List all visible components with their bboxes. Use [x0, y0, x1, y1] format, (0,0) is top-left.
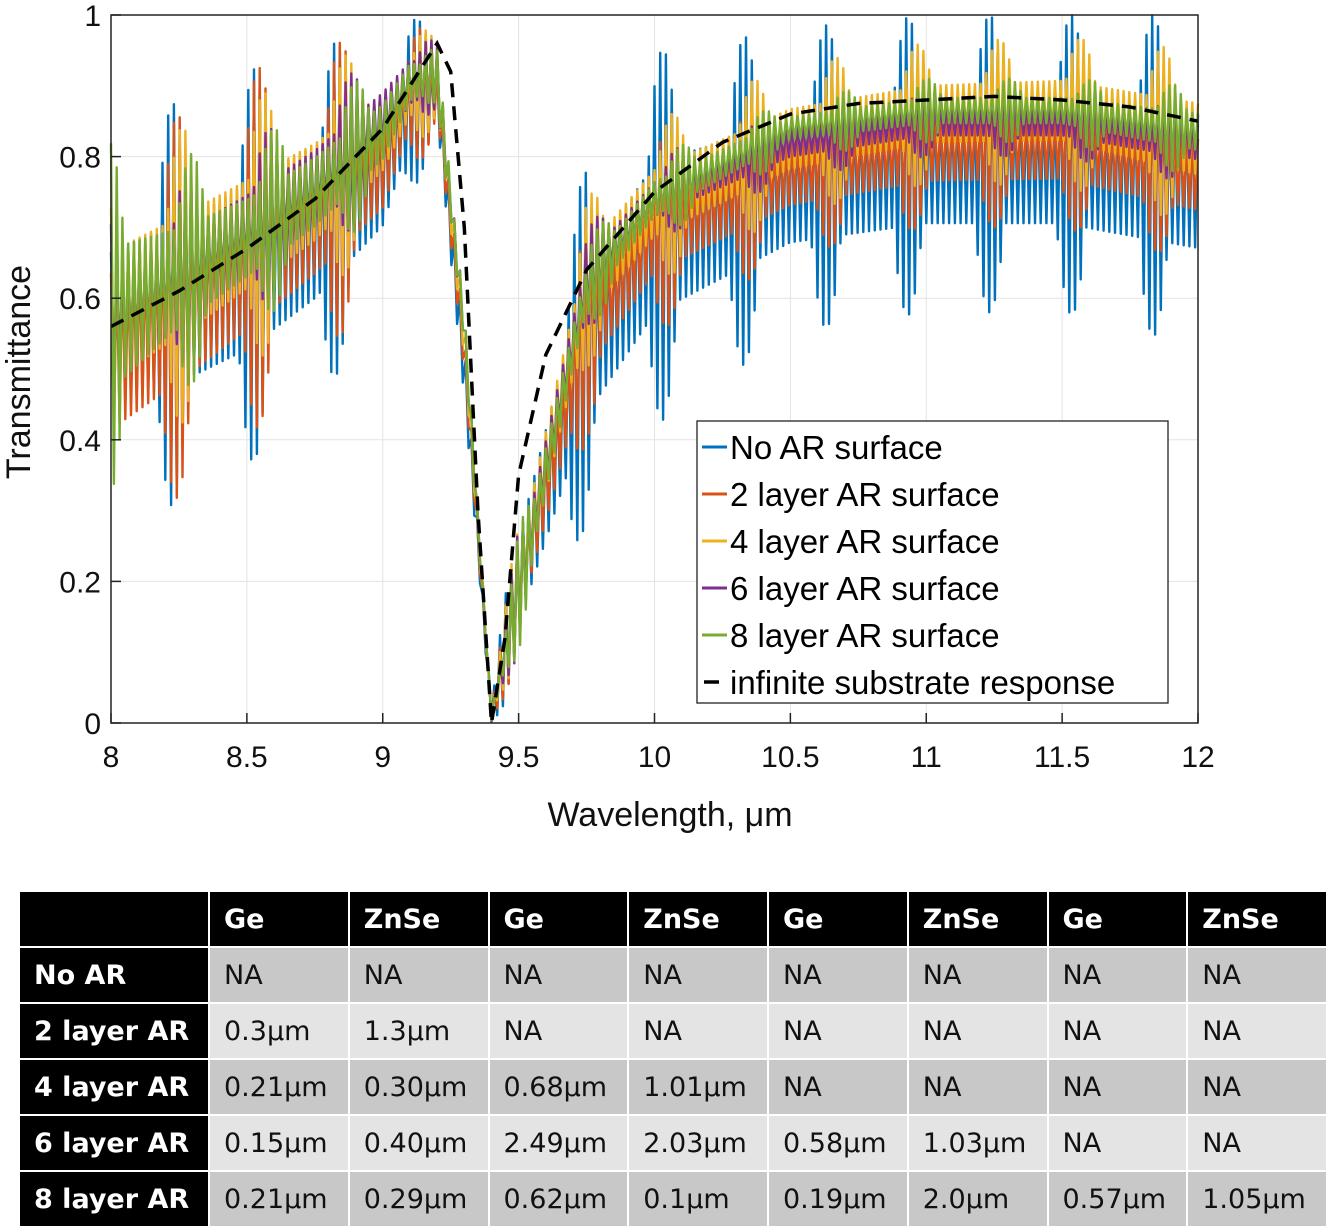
table-header-cell: ZnSe	[347, 890, 490, 948]
x-tick-label: 11	[911, 741, 942, 774]
table-cell: 0.19μm	[767, 1170, 909, 1228]
table-row-label: 4 layer AR	[18, 1058, 210, 1116]
table-cell: NA	[767, 1002, 909, 1060]
table-row: 4 layer AR 0.21μm 0.30μm 0.68μm 1.01μm NA NA NA…	[18, 1058, 1328, 1116]
table-row: 6 layer AR 0.15μm 0.40μm 2.49μm 2.03μm 0.58μm…	[18, 1114, 1328, 1172]
table-cell: NA	[627, 1002, 769, 1060]
table-row: No AR NA NA NA NA NA NA NA NA	[18, 946, 1328, 1004]
table-header-row: Ge ZnSe Ge ZnSe Ge ZnSe Ge ZnSe	[18, 890, 1328, 948]
table-row-label: 2 layer AR	[18, 1002, 210, 1060]
legend-label-4-layer: 4 layer AR surface	[730, 523, 1000, 560]
table-cell: 0.58μm	[767, 1114, 909, 1172]
y-tick-label: 1	[84, 0, 101, 33]
legend-label-no-ar: No AR surface	[730, 429, 943, 466]
table-cell: NA	[767, 1058, 909, 1116]
table-cell: NA	[1186, 1002, 1328, 1060]
table-cell: 0.1μm	[627, 1170, 769, 1228]
table-header-cell: ZnSe	[627, 890, 769, 948]
series-layer	[109, 14, 1200, 724]
table-header-cell: Ge	[1046, 890, 1189, 948]
transmittance-chart: 8 8.5 9 9.5 10 10.5 11 11.5 12 0 0.2 0.4 0.6 0.8 1 Wa…	[0, 0, 1215, 834]
legend-label-8-layer: 8 layer AR surface	[730, 617, 1000, 654]
y-tick-label: 0	[84, 708, 101, 741]
y-tick-label: 0.6	[59, 283, 101, 316]
table-row-label: No AR	[18, 946, 210, 1004]
table-cell: 0.3μm	[208, 1002, 350, 1060]
x-tick-label: 10	[638, 741, 671, 774]
y-axis-ticks: 0 0.2 0.4 0.6 0.8 1	[59, 0, 121, 741]
table-cell: 0.30μm	[347, 1058, 490, 1116]
table-cell: NA	[347, 946, 490, 1004]
y-tick-label: 0.2	[59, 566, 101, 599]
table-cell: NA	[767, 946, 909, 1004]
table-row: 8 layer AR 0.21μm 0.29μm 0.62μm 0.1μm 0.19μm 2…	[18, 1170, 1328, 1228]
y-tick-label: 0.8	[59, 142, 101, 175]
table-cell: 0.62μm	[487, 1170, 630, 1228]
table-cell: NA	[1046, 1002, 1189, 1060]
table-cell: 2.0μm	[906, 1170, 1049, 1228]
table-cell: NA	[208, 946, 350, 1004]
x-tick-label: 10.5	[761, 741, 819, 774]
x-tick-label: 8	[103, 741, 120, 774]
table-cell: NA	[1046, 946, 1189, 1004]
table-row-label: 8 layer AR	[18, 1170, 210, 1228]
table-cell: 1.01μm	[627, 1058, 769, 1116]
table-cell: 0.29μm	[347, 1170, 490, 1228]
legend-label-6-layer: 6 layer AR surface	[730, 570, 1000, 607]
table-cell: 2.03μm	[627, 1114, 769, 1172]
legend-label-infinite-substrate: infinite substrate response	[730, 664, 1115, 701]
y-axis-title: Transmittance	[0, 265, 38, 479]
table-cell: 0.21μm	[208, 1058, 350, 1116]
series-line-infinite-substrate	[110, 39, 1199, 724]
table-cell: 1.05μm	[1186, 1170, 1328, 1228]
table-cell: NA	[1046, 1058, 1189, 1116]
legend: No AR surface 2 layer AR surface 4 layer A…	[696, 420, 1169, 704]
table-cell: NA	[1046, 1114, 1189, 1172]
table-cell: 1.03μm	[906, 1114, 1049, 1172]
table-cell: 1.3μm	[347, 1002, 490, 1060]
table-cell: NA	[1186, 1114, 1328, 1172]
y-tick-label: 0.4	[59, 425, 101, 458]
series-line-8-layer	[109, 48, 1200, 720]
ar-layer-table: Ge ZnSe Ge ZnSe Ge ZnSe Ge ZnSe No AR NA NA NA NA NA…	[18, 890, 1328, 1228]
x-tick-label: 11.5	[1034, 741, 1090, 774]
table-row-label: 6 layer AR	[18, 1114, 210, 1172]
legend-box	[696, 420, 1169, 704]
x-tick-label: 9.5	[498, 741, 540, 774]
table-cell: 0.15μm	[208, 1114, 350, 1172]
table-cell: NA	[627, 946, 769, 1004]
x-axis-ticks: 8 8.5 9 9.5 10 10.5 11 11.5 12	[103, 713, 1215, 774]
table-cell: NA	[906, 946, 1049, 1004]
table-cell: NA	[906, 1058, 1049, 1116]
table-cell: 0.40μm	[347, 1114, 490, 1172]
table-cell: 2.49μm	[487, 1114, 630, 1172]
legend-label-2-layer: 2 layer AR surface	[730, 476, 1000, 513]
table-cell: 0.57μm	[1046, 1170, 1189, 1228]
x-tick-label: 12	[1181, 741, 1214, 774]
table-cell: NA	[487, 1002, 630, 1060]
table-cell: 0.68μm	[487, 1058, 630, 1116]
table-header-cell: ZnSe	[906, 890, 1049, 948]
table-header-cell: Ge	[487, 890, 630, 948]
table-cell: NA	[906, 1002, 1049, 1060]
table-cell: NA	[487, 946, 630, 1004]
table-row: 2 layer AR 0.3μm 1.3μm NA NA NA NA NA NA	[18, 1002, 1328, 1060]
x-tick-label: 9	[374, 741, 391, 774]
table-corner-cell	[18, 890, 210, 948]
table-header-cell: ZnSe	[1186, 890, 1328, 948]
table-cell: NA	[1186, 946, 1328, 1004]
x-axis-title: Wavelength, μm	[547, 796, 792, 834]
table-header-cell: Ge	[767, 890, 909, 948]
x-tick-label: 8.5	[226, 741, 268, 774]
table-header-cell: Ge	[208, 890, 350, 948]
table-cell: 0.21μm	[208, 1170, 350, 1228]
table-cell: NA	[1186, 1058, 1328, 1116]
